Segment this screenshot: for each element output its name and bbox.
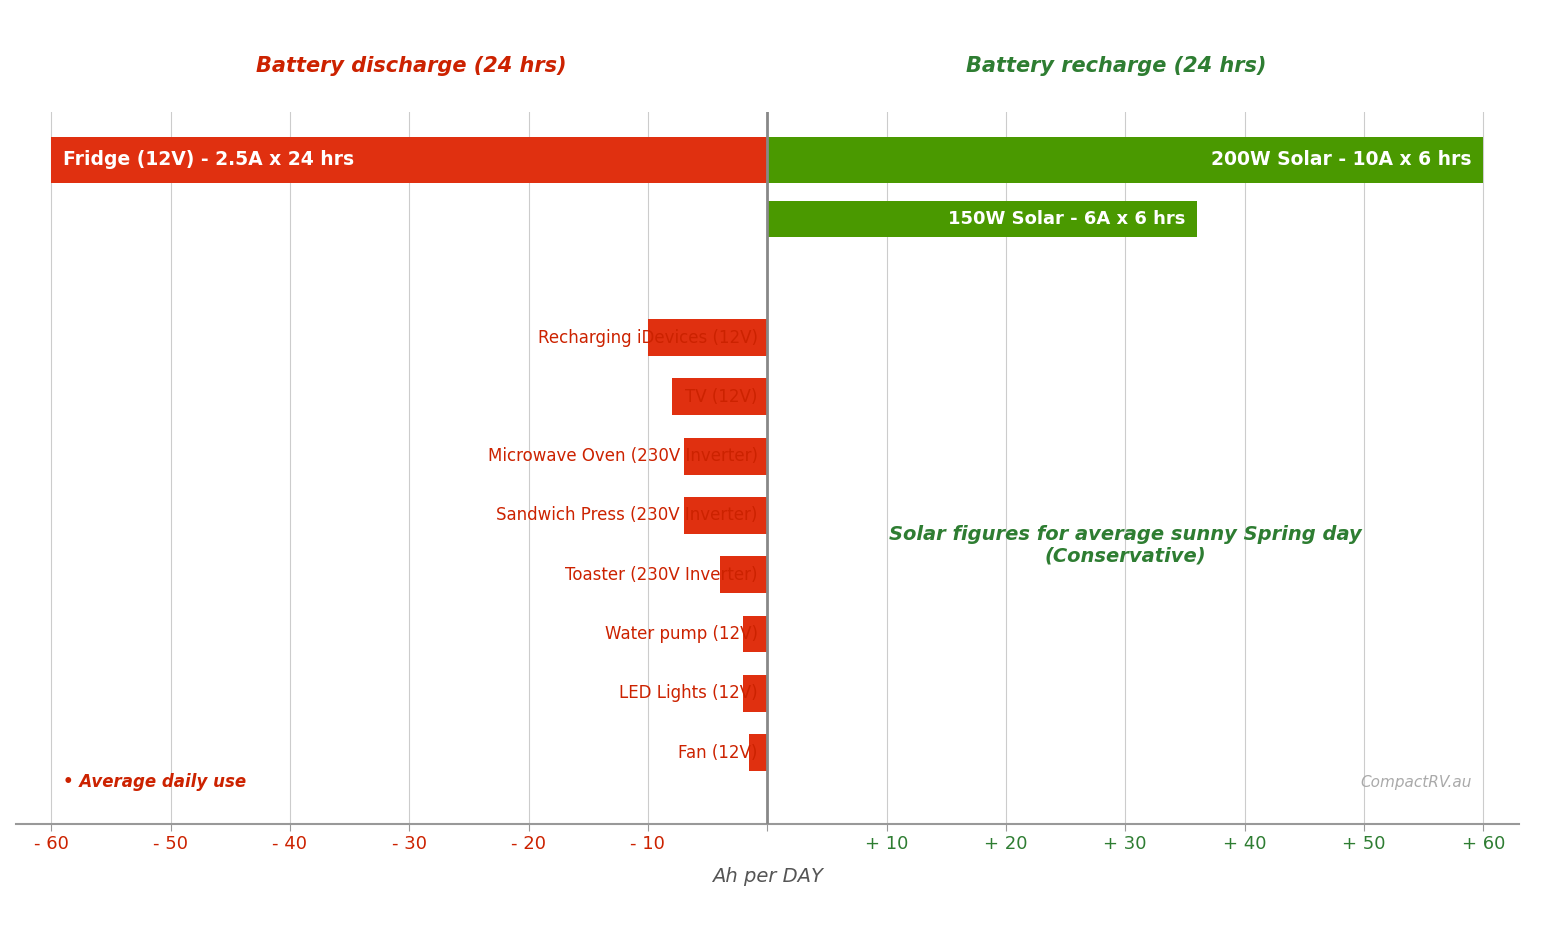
Text: Fan (12V): Fan (12V) xyxy=(679,743,758,762)
Text: LED Lights (12V): LED Lights (12V) xyxy=(618,684,758,702)
Text: Battery discharge (24 hrs): Battery discharge (24 hrs) xyxy=(256,55,566,76)
Text: Recharging iDevices (12V): Recharging iDevices (12V) xyxy=(538,329,758,346)
Text: Water pump (12V): Water pump (12V) xyxy=(604,625,758,643)
Text: 200W Solar - 10A x 6 hrs: 200W Solar - 10A x 6 hrs xyxy=(1211,151,1471,169)
Text: 150W Solar - 6A x 6 hrs: 150W Solar - 6A x 6 hrs xyxy=(947,210,1184,228)
Bar xyxy=(744,675,767,711)
Bar xyxy=(719,556,767,593)
Text: Toaster (230V Inverter): Toaster (230V Inverter) xyxy=(566,565,758,584)
Bar xyxy=(684,438,767,475)
Text: Battery recharge (24 hrs): Battery recharge (24 hrs) xyxy=(966,55,1266,76)
Bar xyxy=(767,200,1197,238)
Text: • Average daily use: • Average daily use xyxy=(64,773,246,791)
Text: CompactRV.au: CompactRV.au xyxy=(1359,775,1471,790)
Bar xyxy=(671,378,767,416)
Bar xyxy=(648,319,767,356)
Text: Microwave Oven (230V Inverter): Microwave Oven (230V Inverter) xyxy=(488,447,758,465)
Bar xyxy=(767,137,1483,183)
Bar xyxy=(51,137,767,183)
Text: TV (12V): TV (12V) xyxy=(685,388,758,406)
Bar xyxy=(684,497,767,534)
Bar xyxy=(744,616,767,652)
X-axis label: Ah per DAY: Ah per DAY xyxy=(711,868,823,886)
Text: Fridge (12V) - 2.5A x 24 hrs: Fridge (12V) - 2.5A x 24 hrs xyxy=(64,151,355,169)
Text: Solar figures for average sunny Spring day
(Conservative): Solar figures for average sunny Spring d… xyxy=(888,524,1361,565)
Bar xyxy=(749,734,767,771)
Text: Sandwich Press (230V Inverter): Sandwich Press (230V Inverter) xyxy=(496,506,758,524)
